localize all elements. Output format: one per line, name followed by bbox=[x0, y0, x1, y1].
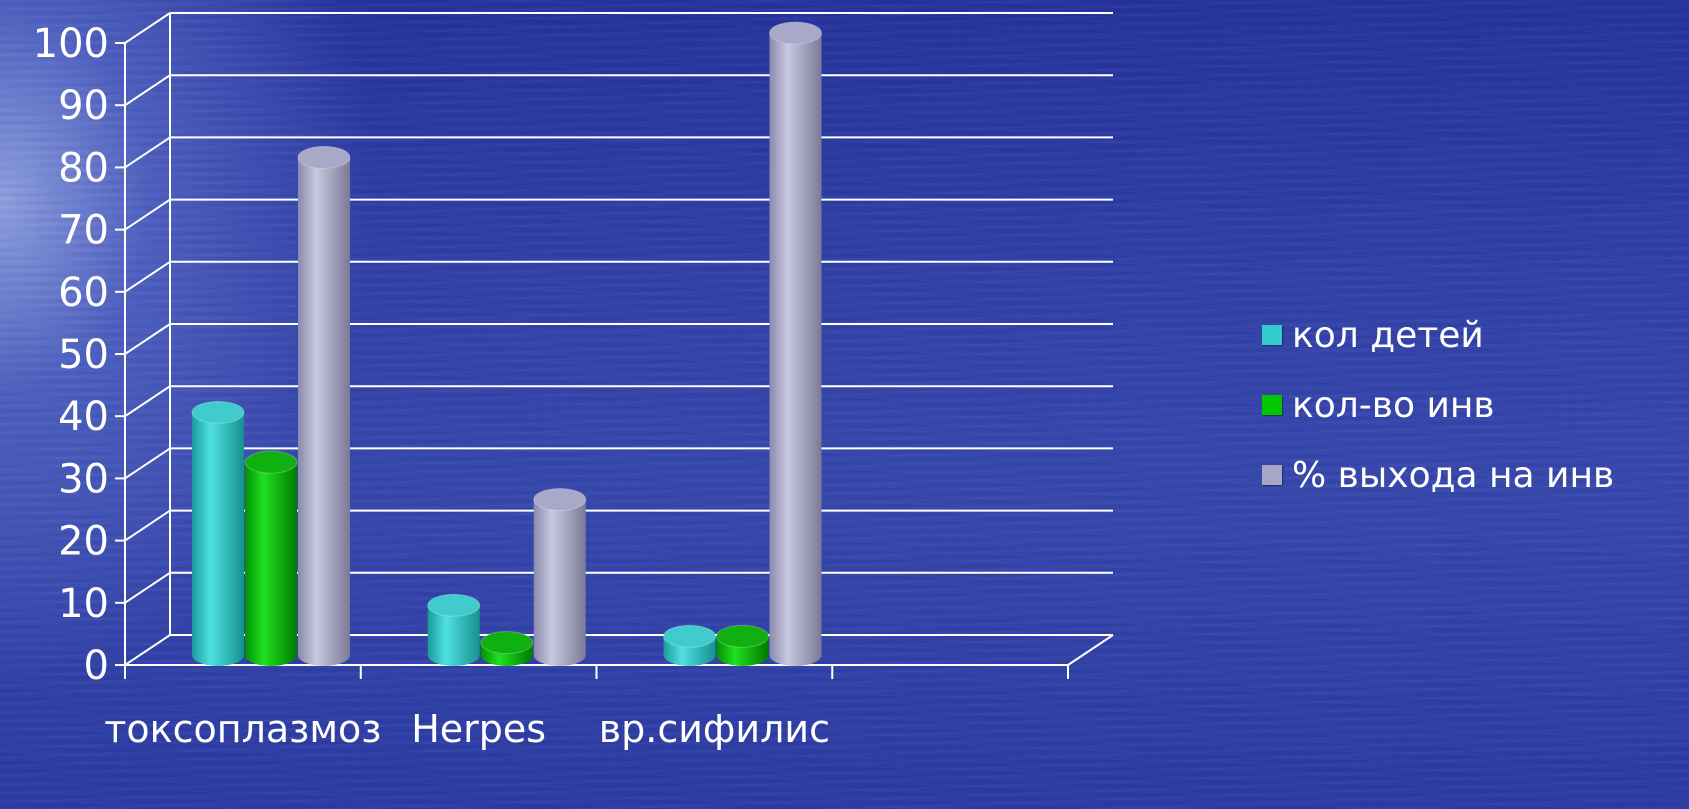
x-category-label: вр.сифилис bbox=[599, 707, 830, 751]
legend-label: кол-во инв bbox=[1292, 384, 1495, 426]
bar bbox=[480, 631, 534, 666]
gridline-diagonal bbox=[124, 571, 171, 604]
bar-top bbox=[244, 450, 298, 474]
bar bbox=[663, 624, 716, 666]
bar bbox=[297, 145, 351, 666]
y-tick-label: 0 bbox=[84, 643, 109, 689]
bar-top bbox=[769, 21, 822, 45]
bar-top bbox=[297, 145, 351, 169]
bar bbox=[191, 400, 245, 666]
bar-body bbox=[427, 605, 480, 666]
gridline-diagonal bbox=[124, 447, 171, 480]
legend-swatch bbox=[1262, 465, 1282, 485]
bar-body bbox=[192, 412, 244, 666]
y-tick-label: 80 bbox=[58, 145, 109, 191]
y-tick-label: 20 bbox=[58, 519, 109, 565]
legend-swatch bbox=[1262, 395, 1282, 415]
y-tick-label: 40 bbox=[58, 394, 109, 440]
y-tick-label: 50 bbox=[58, 332, 109, 378]
legend: кол детей кол-во инв % выхода на инв bbox=[1262, 300, 1614, 510]
bar-body bbox=[298, 157, 350, 666]
gridline-diagonal bbox=[124, 385, 171, 418]
bar-top bbox=[480, 631, 534, 655]
bar bbox=[244, 450, 298, 666]
bar bbox=[716, 624, 769, 666]
x-category-label: токсоплазмоз bbox=[104, 707, 381, 751]
gridline-diagonal bbox=[124, 198, 171, 231]
bar bbox=[533, 488, 587, 666]
bar-top bbox=[427, 593, 481, 617]
bar bbox=[769, 21, 822, 666]
legend-item: % выхода на инв bbox=[1262, 440, 1614, 510]
legend-label: кол детей bbox=[1292, 314, 1484, 356]
y-tick-label: 60 bbox=[58, 270, 109, 316]
x-category-label: Herpes bbox=[411, 707, 546, 751]
y-tick-label: 70 bbox=[58, 208, 109, 254]
gridline-diagonal bbox=[124, 323, 171, 355]
gridline-diagonal bbox=[124, 634, 171, 666]
bar bbox=[427, 593, 481, 666]
gridline-diagonal bbox=[124, 136, 171, 169]
bar-body bbox=[533, 499, 586, 666]
bar-top bbox=[191, 400, 245, 424]
gridline-diagonal bbox=[124, 12, 171, 44]
legend-swatch bbox=[1262, 325, 1282, 345]
gridline-diagonal bbox=[124, 509, 171, 542]
legend-item: кол детей bbox=[1262, 300, 1614, 370]
axes bbox=[115, 13, 1114, 679]
bar-body bbox=[769, 33, 822, 666]
bars bbox=[191, 21, 822, 666]
legend-label: % выхода на инв bbox=[1292, 454, 1615, 496]
legend-item: кол-во инв bbox=[1262, 370, 1614, 440]
gridline-diagonal bbox=[124, 74, 171, 107]
y-tick-label: 90 bbox=[58, 83, 109, 129]
bar-top bbox=[716, 624, 769, 648]
bar-top bbox=[533, 488, 587, 511]
gridline-diagonal bbox=[124, 260, 171, 293]
labels: 0 10 20 30 40 50 60 70 80 90 100 токсоплазмоз Herpes… bbox=[33, 21, 830, 751]
floor-right-edge bbox=[1067, 634, 1114, 666]
y-tick-label: 100 bbox=[33, 21, 109, 67]
y-tick-label: 10 bbox=[58, 581, 109, 627]
bar-body bbox=[245, 462, 297, 666]
bar-top bbox=[663, 624, 716, 648]
y-tick-label: 30 bbox=[58, 456, 109, 502]
